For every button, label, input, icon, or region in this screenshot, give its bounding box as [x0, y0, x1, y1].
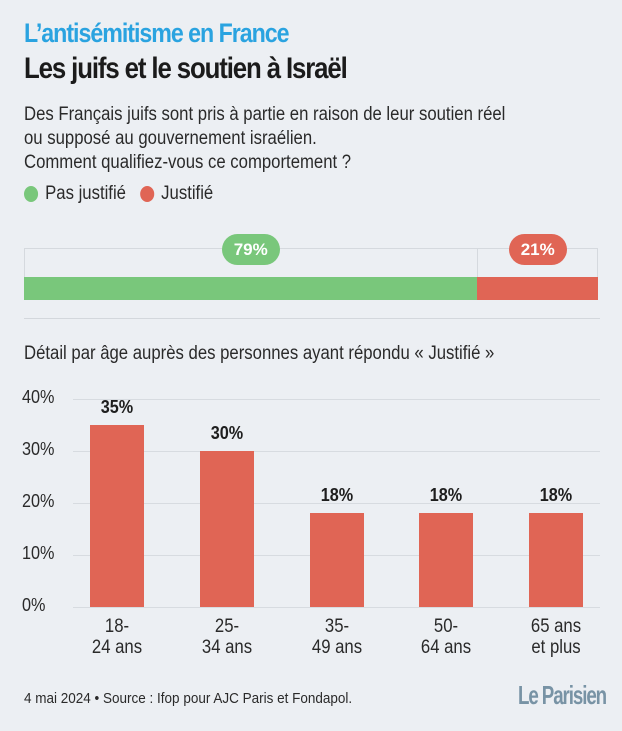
- stacked-bar-segment-justifie: [477, 277, 598, 300]
- x-tick-label-line: 64 ans: [421, 637, 472, 658]
- chart-title: Les juifs et le soutien à Israël: [24, 52, 348, 85]
- section-divider: [24, 318, 600, 319]
- subtitle-line: Des Français juifs sont pris à partie en…: [24, 104, 506, 125]
- x-tick-label-line: 34 ans: [201, 637, 252, 658]
- bar-value-label: 18%: [320, 485, 353, 506]
- bar: [90, 425, 144, 607]
- x-tick-label-line: 49 ans: [311, 637, 362, 658]
- stacked-bar-segment-pas-justifie: [24, 277, 478, 300]
- bar-value-label: 35%: [100, 397, 134, 417]
- stacked-bar-frame: [24, 248, 598, 300]
- legend-item-pas-justifie: Pas justifié: [24, 183, 126, 205]
- x-tick-label: 18- 24 ans: [73, 616, 161, 658]
- x-tick-label-line: 18-: [104, 616, 130, 637]
- legend-item-justifie: Justifié: [140, 183, 213, 205]
- bar-value-label: 18%: [539, 485, 573, 506]
- legend: Pas justifié Justifié: [24, 183, 227, 205]
- le-parisien-logo: Le Parisien: [518, 680, 607, 710]
- x-tick-label-line: 50-: [434, 616, 459, 637]
- gridline: [73, 399, 600, 400]
- value-pill-justifie: 21%: [508, 234, 567, 265]
- x-tick-label: 65 ans et plus: [512, 616, 600, 658]
- y-tick-label: 30%: [22, 439, 55, 459]
- source-note: 4 mai 2024 • Source : Ifop pour AJC Pari…: [24, 690, 353, 707]
- stacked-bar-divider: [477, 248, 479, 278]
- y-tick-label: 40%: [22, 387, 55, 407]
- x-tick-label-line: et plus: [531, 637, 581, 658]
- age-chart-title: Détail par âge auprès des personnes ayan…: [24, 343, 495, 364]
- legend-label: Pas justifié: [45, 183, 126, 204]
- subtitle-line: ou supposé au gouvernement israélien.: [24, 128, 317, 149]
- bar: [309, 513, 364, 607]
- bar: [419, 513, 474, 607]
- x-tick-label: 50- 64 ans: [402, 616, 490, 658]
- y-tick-label: 20%: [22, 491, 55, 511]
- legend-label: Justifié: [161, 183, 214, 204]
- bar-value-label: 30%: [210, 423, 243, 443]
- x-tick-label-line: 25-: [214, 616, 239, 637]
- value-pill-pas-justifie: 79%: [221, 234, 280, 265]
- x-tick-label-line: 65 ans: [530, 616, 582, 637]
- kicker-title: L’antisémitisme en France: [24, 18, 290, 48]
- x-tick-label-line: 24 ans: [91, 637, 143, 658]
- gridline: [73, 451, 600, 452]
- legend-dot-red-icon: [140, 186, 155, 202]
- bar-value-label: 18%: [430, 485, 463, 506]
- x-tick-label: 35- 49 ans: [293, 616, 381, 658]
- bar: [529, 513, 583, 607]
- x-tick-label-line: 35-: [324, 616, 349, 637]
- gridline: [73, 607, 600, 608]
- x-tick-label: 25- 34 ans: [183, 616, 271, 658]
- subtitle-line: Comment qualifiez-vous ce comportement ?: [24, 152, 352, 173]
- y-tick-label: 0%: [22, 595, 46, 615]
- gridline: [73, 503, 600, 504]
- subtitle: Des Français juifs sont pris à partie en…: [24, 103, 505, 175]
- bar: [199, 451, 254, 607]
- legend-dot-green-icon: [24, 186, 39, 202]
- y-tick-label: 10%: [22, 543, 55, 563]
